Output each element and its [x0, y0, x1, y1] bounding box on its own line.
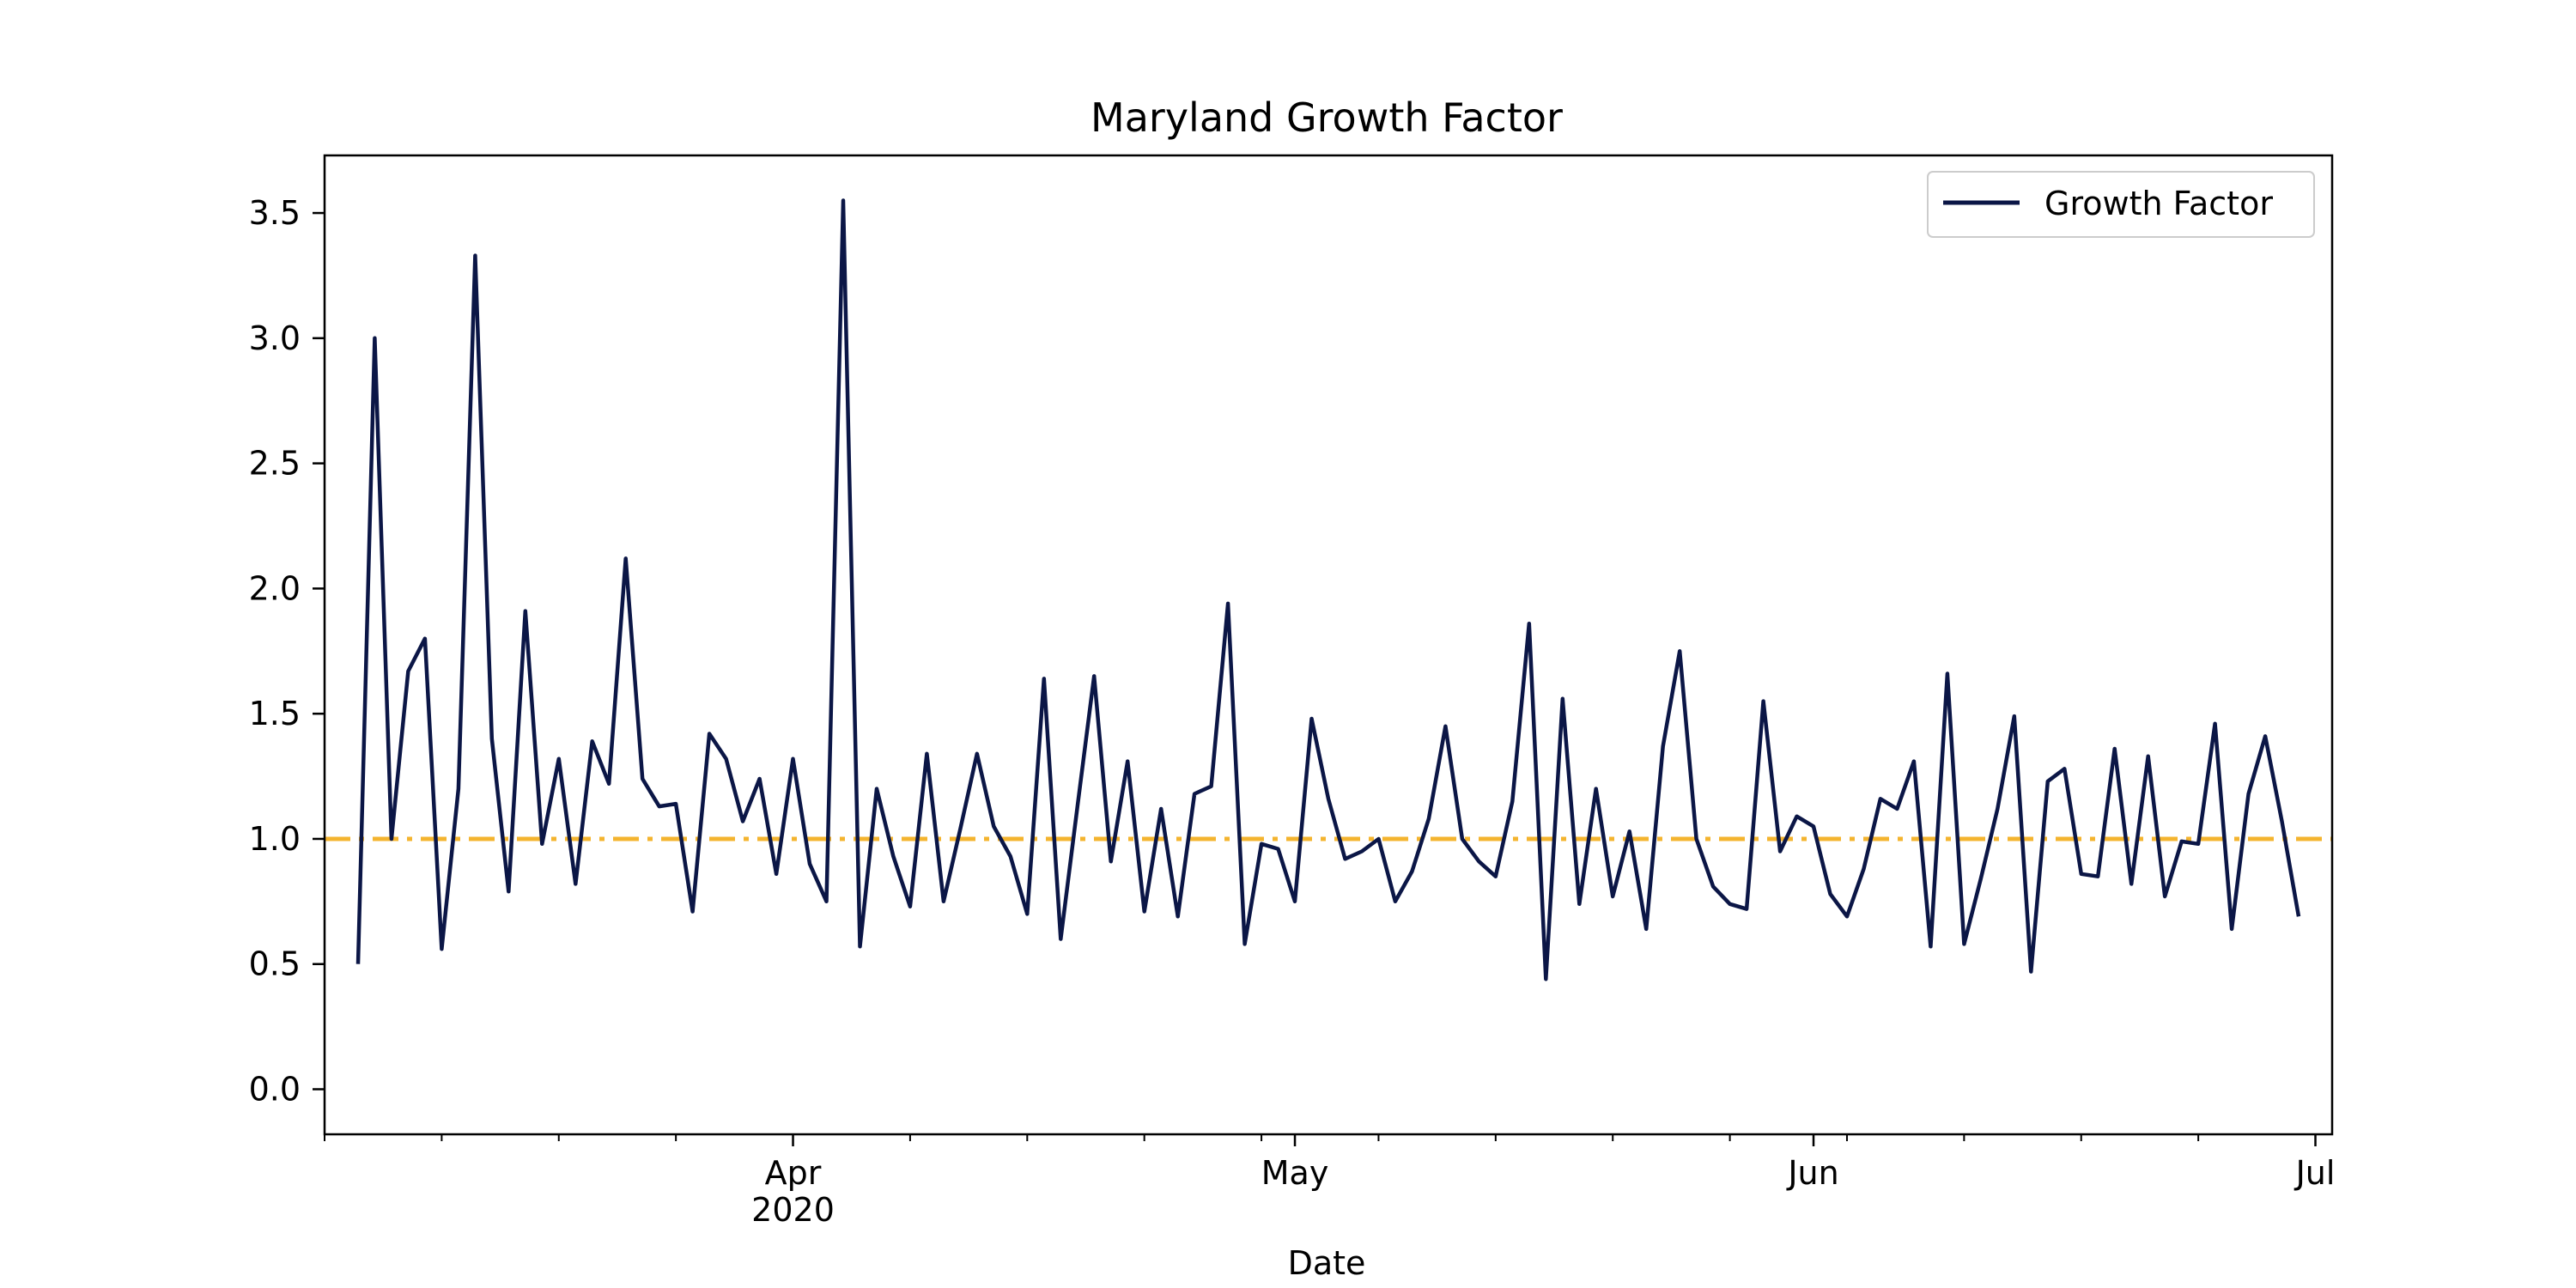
x-tick-label: May [1261, 1154, 1329, 1192]
y-tick-label: 1.5 [249, 695, 301, 732]
x-tick-label: Jun [1786, 1154, 1838, 1192]
legend: Growth Factor [1927, 171, 2315, 238]
y-tick-label: 2.0 [249, 569, 301, 607]
plot-area [325, 198, 2332, 981]
y-tick-label: 1.0 [249, 820, 301, 858]
y-tick-label: 0.0 [249, 1071, 301, 1109]
y-axis: 0.0 0.5 1.0 1.5 2.0 2.5 3.0 3.5 [249, 194, 325, 1109]
x-axis-label: Date [1288, 1244, 1366, 1282]
legend-box [1927, 171, 2315, 238]
x-tick-year-label: 2020 [751, 1191, 835, 1229]
y-tick-label: 2.5 [249, 445, 301, 483]
chart-title: Maryland Growth Factor [1091, 94, 1563, 141]
y-tick-label: 0.5 [249, 945, 301, 983]
y-tick-label: 3.5 [249, 194, 301, 232]
series-line-growth-factor [355, 198, 2301, 981]
x-tick-label: Apr [765, 1154, 822, 1192]
x-tick-label: Jul [2294, 1154, 2336, 1192]
y-tick-label: 3.0 [249, 319, 301, 357]
legend-label: Growth Factor [2044, 185, 2273, 222]
plot-frame [323, 154, 2334, 1136]
